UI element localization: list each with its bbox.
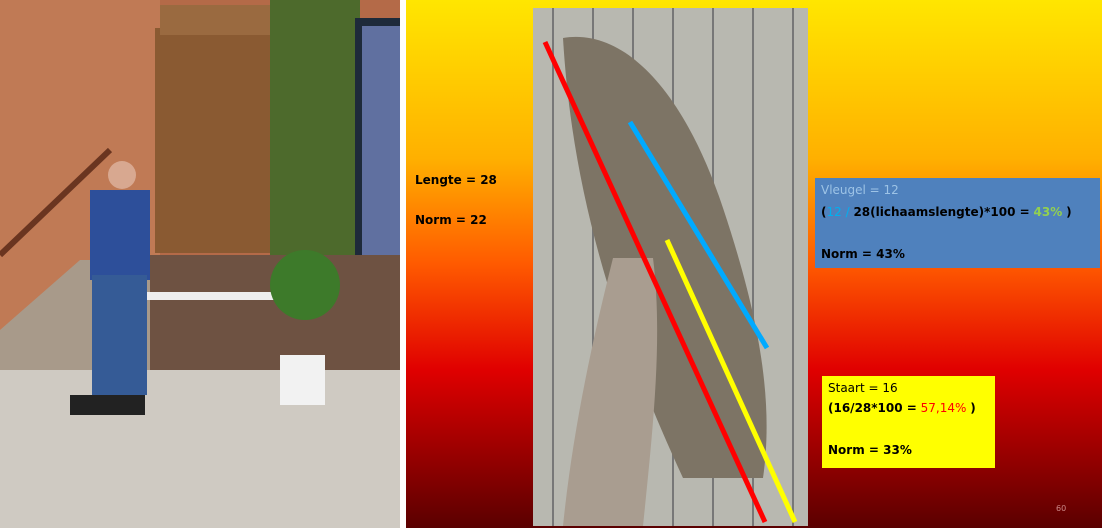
staart-formula: (16/28*100 = 57,14% )	[828, 400, 976, 416]
vleugel-formula: (12 / 28(lichaamslengte)*100 = 43% )	[821, 204, 1072, 220]
vleugel-label: Vleugel = 12	[821, 182, 899, 198]
formula-part: 12 /	[826, 205, 849, 219]
paren: )	[970, 401, 975, 415]
paren: )	[1066, 205, 1071, 219]
vleugel-norm: Norm = 43%	[821, 247, 905, 261]
page: Lengte = 28 Norm = 22 Vleugel = 12 (12 /…	[0, 0, 1102, 528]
formula-part: 28(lichaamslengte)*100 =	[853, 205, 1029, 219]
staart-norm: Norm = 33%	[828, 443, 912, 457]
formula-result: 57,14%	[921, 401, 967, 415]
staart-label: Staart = 16	[828, 380, 898, 396]
presenter-photo	[0, 0, 400, 528]
bird-photo	[533, 8, 808, 526]
staart-box: Staart = 16 (16/28*100 = 57,14% ) Norm =…	[822, 376, 995, 468]
formula-part: (16/28*100 =	[828, 401, 917, 415]
lengte-value: Lengte = 28	[415, 173, 497, 187]
formula-result: 43%	[1034, 205, 1063, 219]
page-number: 60	[1056, 504, 1066, 513]
lengte-label: Lengte = 28	[415, 172, 497, 188]
vleugel-box: Vleugel = 12 (12 / 28(lichaamslengte)*10…	[815, 178, 1100, 268]
lengte-norm: Norm = 22	[415, 212, 487, 228]
lengte-norm-text: Norm = 22	[415, 213, 487, 227]
